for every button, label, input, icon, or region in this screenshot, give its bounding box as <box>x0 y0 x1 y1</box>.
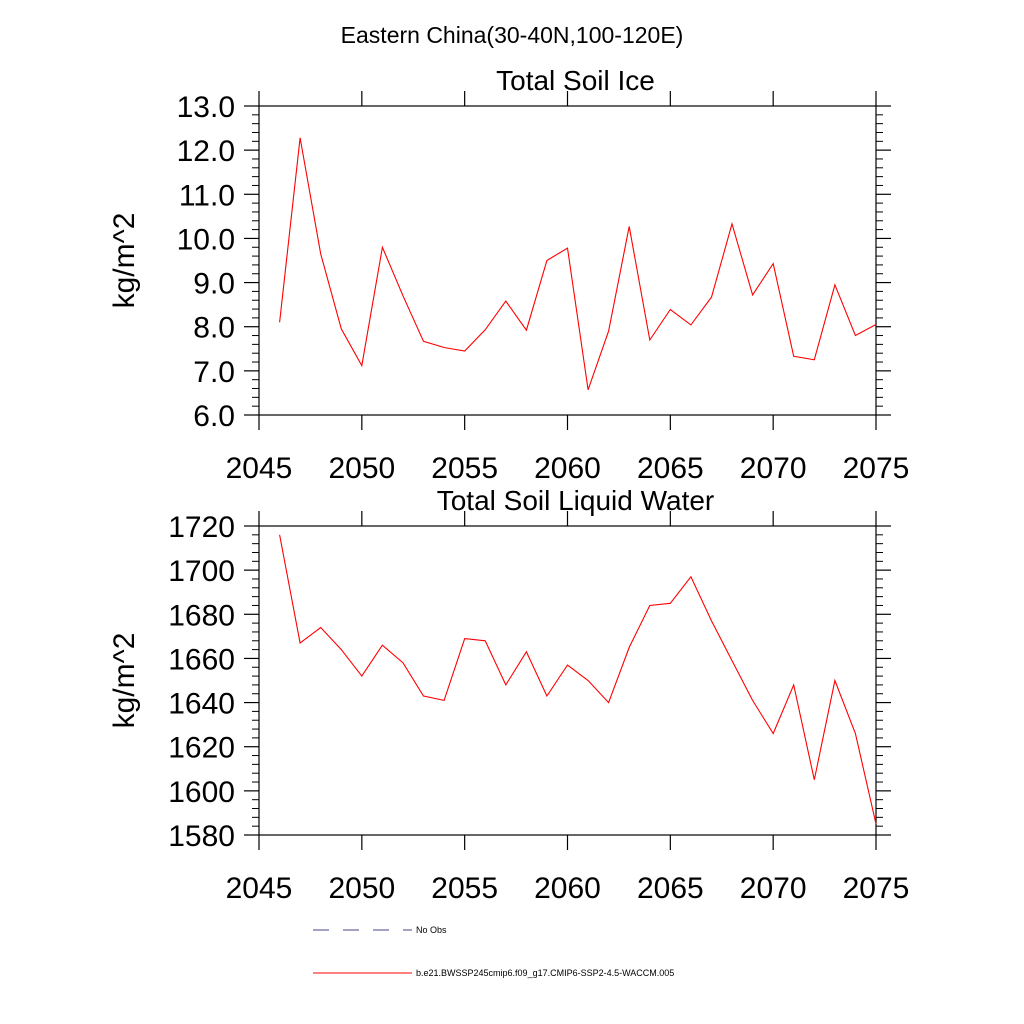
panel-title: Total Soil Liquid Water <box>437 485 715 516</box>
y-tick-label: 7.0 <box>193 356 235 389</box>
y-tick-label: 1660 <box>168 643 235 676</box>
x-tick-label: 2065 <box>637 452 704 485</box>
x-tick-label: 2050 <box>328 872 395 905</box>
x-tick-label: 2060 <box>534 452 601 485</box>
y-tick-label: 1700 <box>168 555 235 588</box>
y-tick-label: 1680 <box>168 599 235 632</box>
x-tick-label: 2055 <box>431 452 498 485</box>
y-tick-label: 1620 <box>168 732 235 765</box>
legend: No Obs b.e21.BWSSP245cmip6.f09_g17.CMIP6… <box>313 925 674 978</box>
legend-label-model-run: b.e21.BWSSP245cmip6.f09_g17.CMIP6-SSP2-4… <box>416 968 674 978</box>
y-tick-label: 11.0 <box>179 179 235 212</box>
y-tick-label: 8.0 <box>193 312 235 345</box>
y-tick-label: 6.0 <box>193 400 235 433</box>
x-tick-label: 2065 <box>637 872 704 905</box>
y-tick-label: 10.0 <box>177 223 235 256</box>
x-tick-label: 2075 <box>843 452 910 485</box>
y-tick-label: 1640 <box>168 688 235 721</box>
series-line <box>279 137 877 390</box>
figure-title: Eastern China(30-40N,100-120E) <box>341 22 684 48</box>
y-axis-label: kg/m^2 <box>108 633 141 729</box>
y-tick-label: 12.0 <box>177 135 235 168</box>
panel-total-soil-ice: Total Soil Ice kg/m^2 2045 2050 2055 2060 2065… <box>108 65 909 485</box>
x-tick-label: 2055 <box>431 872 498 905</box>
plot-frame <box>258 525 877 836</box>
x-tick-label: 2070 <box>740 452 807 485</box>
x-tick-label: 2050 <box>328 452 395 485</box>
y-tick-label: 1720 <box>168 511 235 544</box>
y-axis-label: kg/m^2 <box>108 213 141 309</box>
legend-entry-model-run: b.e21.BWSSP245cmip6.f09_g17.CMIP6-SSP2-4… <box>313 968 674 978</box>
series-line <box>279 534 877 825</box>
panel-total-soil-liquid-water: Total Soil Liquid Water kg/m^2 2045 2050 205… <box>108 485 909 905</box>
plot-frame <box>258 105 877 416</box>
y-tick-label: 13.0 <box>177 91 235 124</box>
x-tick-label: 2070 <box>740 872 807 905</box>
panel-title: Total Soil Ice <box>496 65 655 96</box>
x-tick-label: 2045 <box>226 872 293 905</box>
y-tick-label: 9.0 <box>193 268 235 301</box>
y-tick-label: 1580 <box>168 820 235 853</box>
x-tick-label: 2075 <box>843 872 910 905</box>
legend-entry-no-obs: No Obs <box>313 925 447 935</box>
x-tick-label: 2045 <box>226 452 293 485</box>
legend-label-no-obs: No Obs <box>416 925 447 935</box>
x-tick-label: 2060 <box>534 872 601 905</box>
y-tick-label: 1600 <box>168 776 235 809</box>
